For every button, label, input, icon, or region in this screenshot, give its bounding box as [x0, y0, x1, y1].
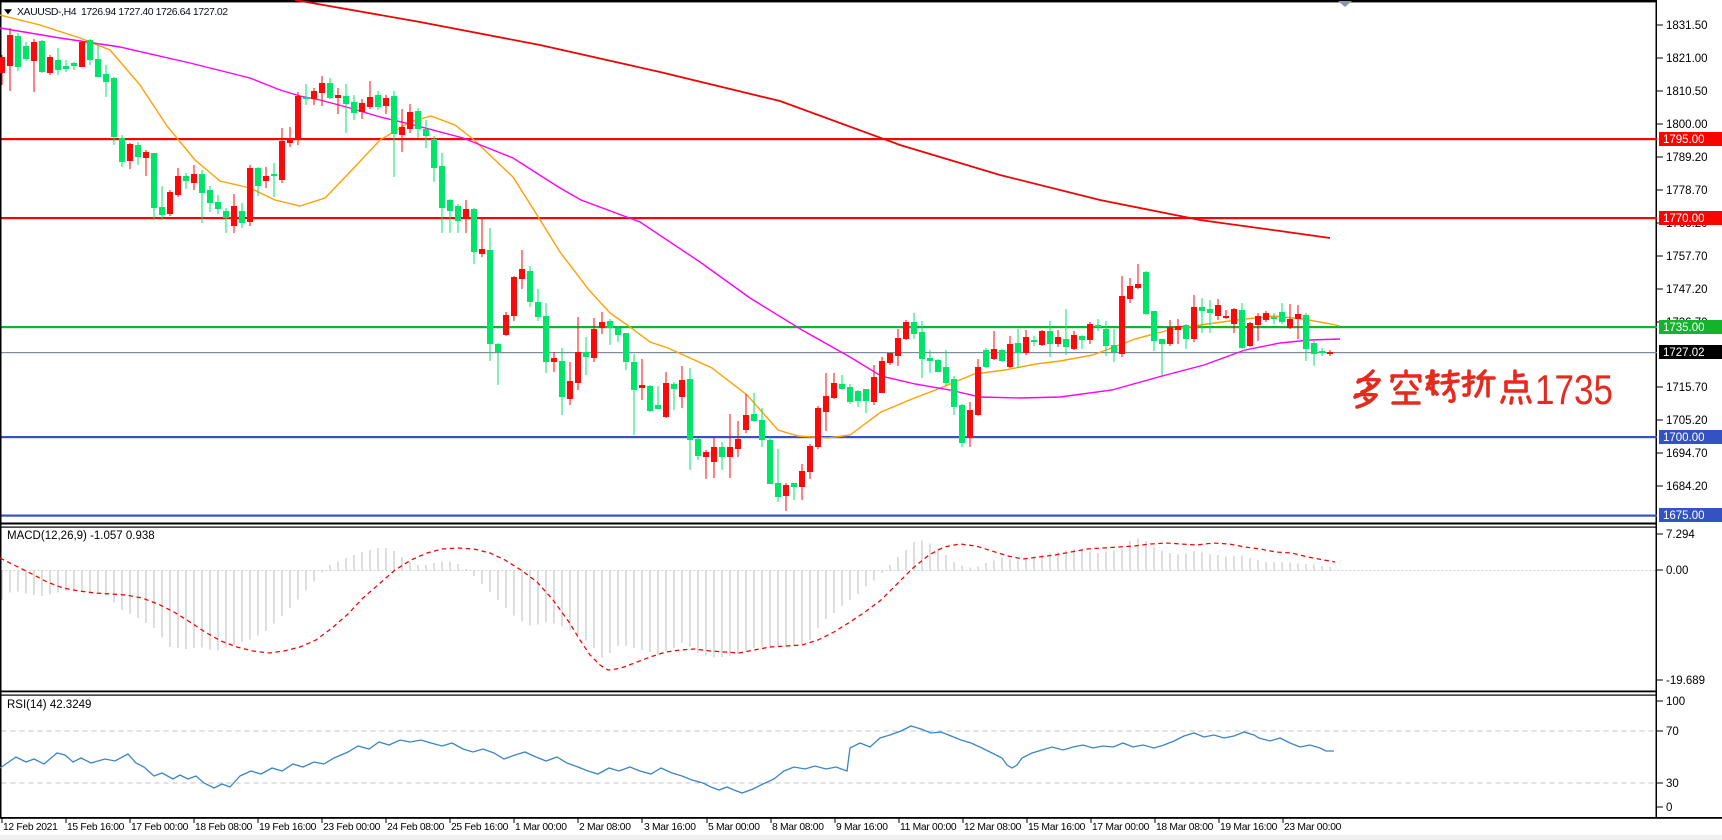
- svg-text:1795.00: 1795.00: [1663, 134, 1705, 146]
- svg-text:1694.70: 1694.70: [1666, 448, 1708, 460]
- svg-text:25 Feb 16:00: 25 Feb 16:00: [451, 822, 509, 833]
- svg-text:1747.20: 1747.20: [1666, 284, 1708, 296]
- svg-text:18 Feb 08:00: 18 Feb 08:00: [195, 822, 253, 833]
- svg-text:MACD(12,26,9) -1.057 0.938: MACD(12,26,9) -1.057 0.938: [7, 530, 155, 542]
- svg-text:1735.00: 1735.00: [1663, 322, 1705, 334]
- svg-text:15 Feb 16:00: 15 Feb 16:00: [67, 822, 125, 833]
- svg-text:1778.70: 1778.70: [1666, 185, 1708, 197]
- svg-text:1684.20: 1684.20: [1666, 481, 1708, 493]
- svg-text:19 Mar 16:00: 19 Mar 16:00: [1220, 822, 1278, 833]
- svg-text:23 Mar 00:00: 23 Mar 00:00: [1284, 822, 1342, 833]
- svg-text:8 Mar 08:00: 8 Mar 08:00: [772, 822, 824, 833]
- svg-text:12 Feb 2021: 12 Feb 2021: [3, 822, 58, 833]
- svg-text:5 Mar 00:00: 5 Mar 00:00: [708, 822, 760, 833]
- svg-text:24 Feb 08:00: 24 Feb 08:00: [387, 822, 445, 833]
- svg-text:17 Feb 00:00: 17 Feb 00:00: [131, 822, 189, 833]
- svg-text:1700.00: 1700.00: [1663, 432, 1705, 444]
- svg-text:1789.20: 1789.20: [1666, 152, 1708, 164]
- svg-text:1800.00: 1800.00: [1666, 119, 1708, 131]
- svg-text:1810.50: 1810.50: [1666, 86, 1708, 98]
- svg-text:7.294: 7.294: [1666, 529, 1695, 541]
- svg-text:-19.689: -19.689: [1666, 675, 1705, 687]
- svg-text:1770.00: 1770.00: [1663, 213, 1705, 225]
- svg-text:12 Mar 08:00: 12 Mar 08:00: [964, 822, 1022, 833]
- svg-text:9 Mar 16:00: 9 Mar 16:00: [836, 822, 888, 833]
- svg-text:1727.02: 1727.02: [1663, 347, 1705, 359]
- svg-text:19 Feb 16:00: 19 Feb 16:00: [259, 822, 317, 833]
- svg-text:1831.50: 1831.50: [1666, 20, 1708, 32]
- svg-text:15 Mar 16:00: 15 Mar 16:00: [1028, 822, 1086, 833]
- svg-text:23 Feb 00:00: 23 Feb 00:00: [323, 822, 381, 833]
- svg-text:1821.00: 1821.00: [1666, 53, 1708, 65]
- svg-text:100: 100: [1666, 696, 1685, 708]
- svg-text:70: 70: [1666, 726, 1679, 738]
- svg-text:RSI(14) 42.3249: RSI(14) 42.3249: [7, 699, 91, 711]
- svg-text:11 Mar 00:00: 11 Mar 00:00: [900, 822, 957, 833]
- svg-text:18 Mar 08:00: 18 Mar 08:00: [1156, 822, 1214, 833]
- svg-text:0: 0: [1666, 802, 1672, 814]
- svg-text:1675.00: 1675.00: [1663, 510, 1705, 522]
- svg-text:2 Mar 08:00: 2 Mar 08:00: [579, 822, 631, 833]
- svg-text:3 Mar 16:00: 3 Mar 16:00: [644, 822, 696, 833]
- svg-text:30: 30: [1666, 778, 1679, 790]
- svg-text:1705.20: 1705.20: [1666, 415, 1708, 427]
- svg-text:XAUUSD-,H4 1726.94 1727.40 17: XAUUSD-,H4 1726.94 1727.40 1726.64 1727.…: [17, 6, 228, 18]
- svg-text:1735: 1735: [1535, 366, 1613, 413]
- svg-text:1 Mar 00:00: 1 Mar 00:00: [515, 822, 567, 833]
- svg-text:0.00: 0.00: [1666, 565, 1688, 577]
- svg-text:17 Mar 00:00: 17 Mar 00:00: [1092, 822, 1150, 833]
- svg-text:1757.70: 1757.70: [1666, 251, 1708, 263]
- svg-text:1715.70: 1715.70: [1666, 382, 1708, 394]
